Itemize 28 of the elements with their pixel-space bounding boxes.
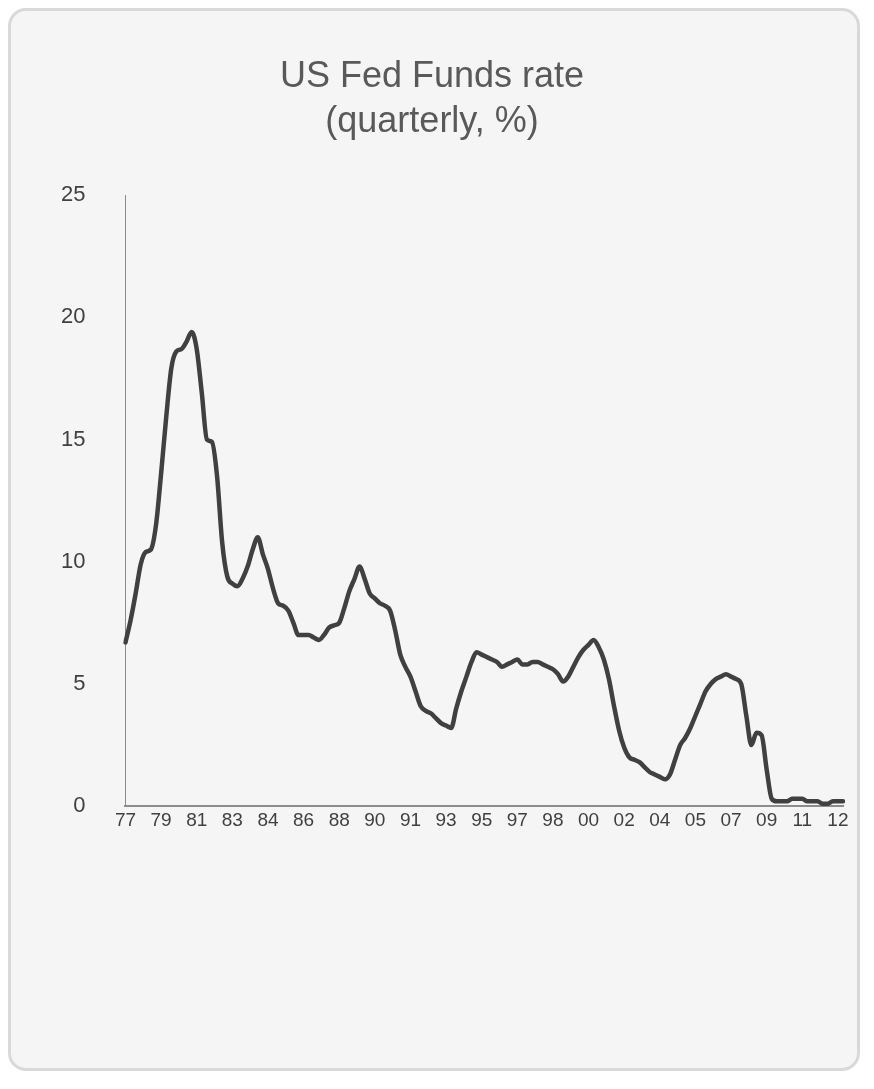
x-tick-label: 77 [114, 808, 137, 830]
x-tick-label: 88 [328, 808, 350, 830]
y-tick-label: 15 [60, 425, 86, 451]
x-tick-label: 84 [257, 808, 279, 830]
x-tick-label: 09 [756, 808, 778, 830]
chart-title: US Fed Funds rate (quarterly, %) [279, 54, 585, 141]
x-tick-label: 90 [364, 808, 386, 830]
x-tick-label: 79 [150, 808, 172, 830]
x-tick-label: 02 [613, 808, 635, 830]
x-tick-label: 05 [684, 808, 706, 830]
x-tick-label: 95 [471, 808, 493, 830]
x-tick-label: 83 [221, 808, 243, 830]
x-tick-label: 11 [792, 808, 813, 830]
x-tick-label: 04 [649, 808, 671, 830]
y-tick-label: 10 [60, 547, 86, 573]
x-tick-label: 00 [577, 808, 600, 830]
x-tick-label: 91 [399, 808, 422, 830]
x-tick-label: 93 [435, 808, 457, 830]
x-tick-label: 98 [542, 808, 564, 830]
y-tick-label: 5 [73, 670, 86, 696]
y-tick-label: 20 [60, 303, 86, 329]
x-tick-label: 86 [293, 808, 315, 830]
x-tick-label: 07 [720, 808, 742, 830]
x-tick-label: 97 [506, 808, 528, 830]
y-tick-label: 25 [60, 181, 86, 207]
x-tick-label: 81 [186, 808, 208, 830]
y-tick-label: 0 [73, 792, 86, 818]
x-tick-label: 12 [827, 808, 849, 830]
